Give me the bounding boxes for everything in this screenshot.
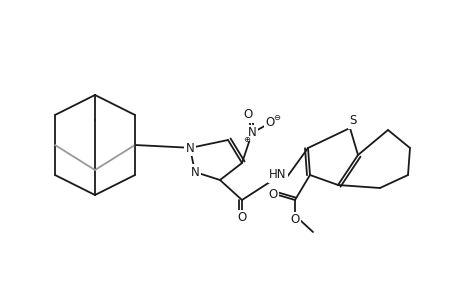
Text: S: S: [348, 115, 356, 128]
Text: ⊖: ⊖: [273, 112, 280, 122]
Text: O: O: [290, 214, 299, 226]
Text: O: O: [243, 109, 252, 122]
Text: O: O: [265, 116, 274, 130]
Text: N: N: [247, 127, 256, 140]
Text: O: O: [268, 188, 277, 202]
Text: N: N: [185, 142, 194, 154]
Text: HN: HN: [269, 169, 286, 182]
Text: N: N: [190, 166, 199, 178]
Text: O: O: [237, 212, 246, 224]
Text: ⊕: ⊕: [243, 134, 250, 143]
